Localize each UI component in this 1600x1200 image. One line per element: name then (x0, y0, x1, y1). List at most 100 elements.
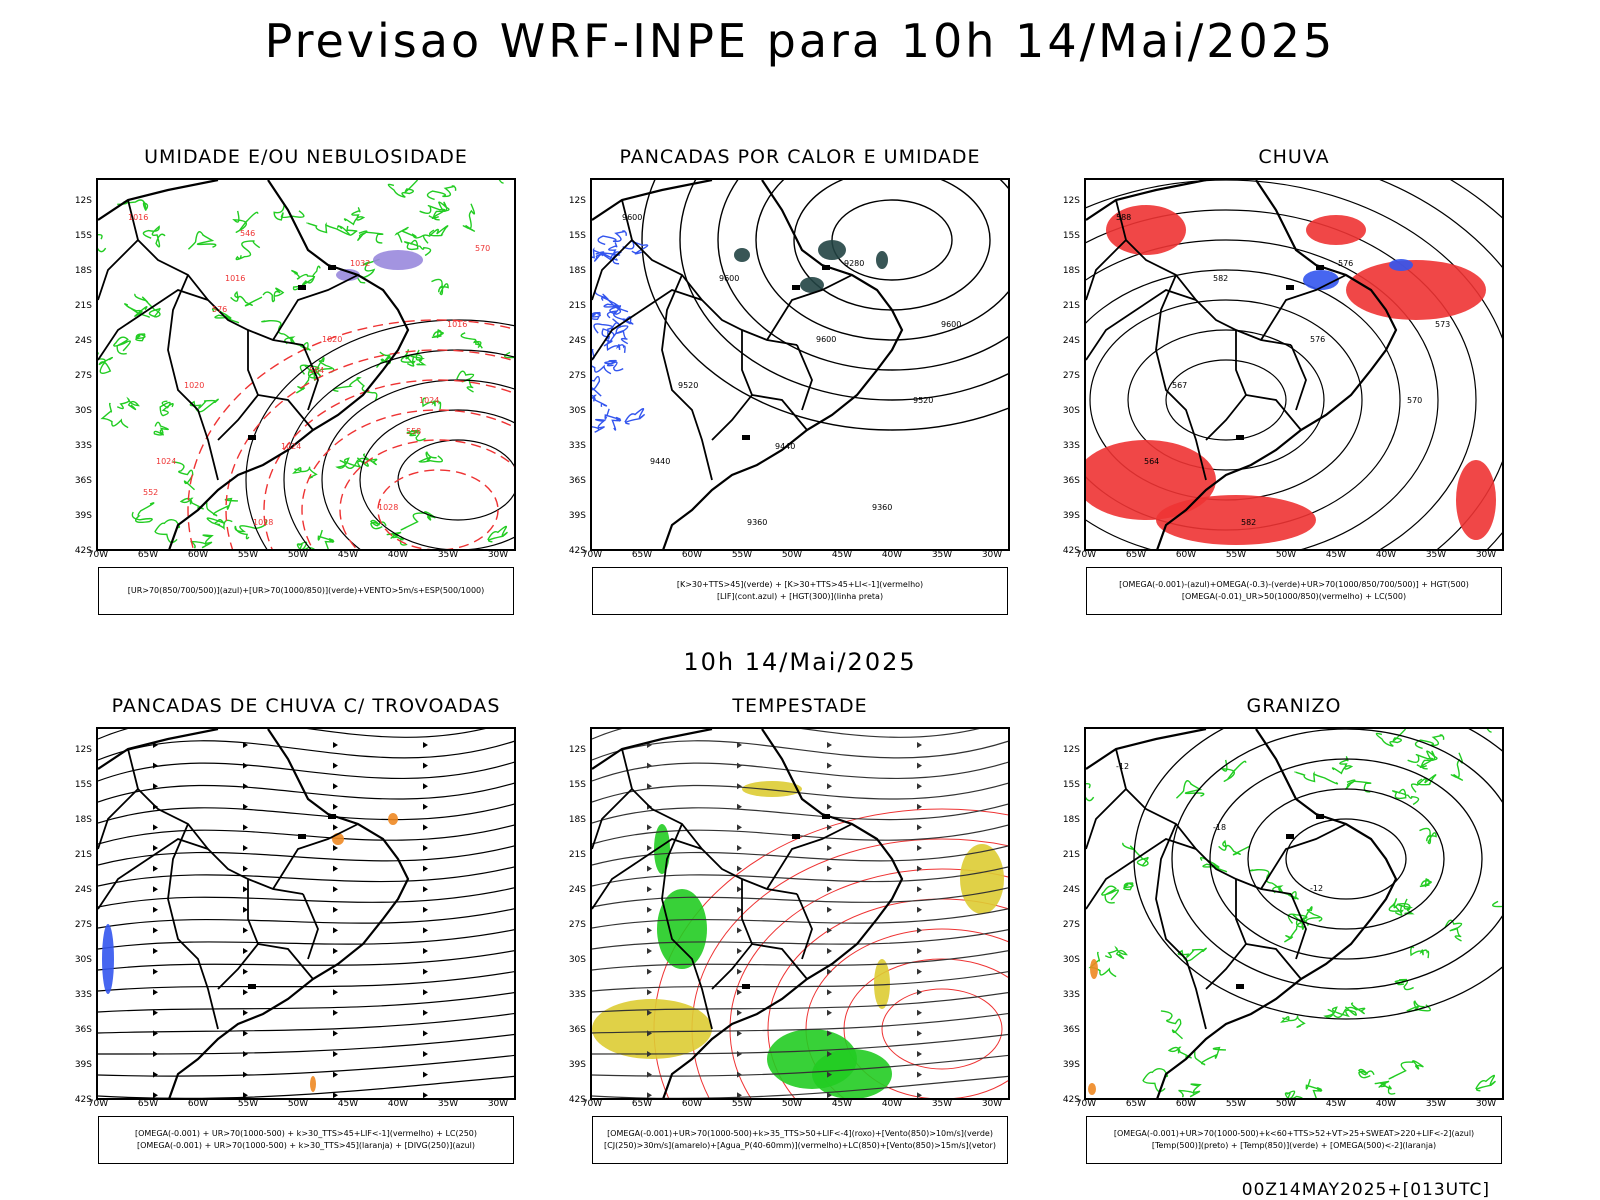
wind-arrow (647, 824, 652, 831)
wind-arrow (647, 1071, 652, 1078)
streamline (98, 824, 514, 845)
temp850-contour (1284, 1090, 1303, 1098)
lat-tick-label: 39S (74, 511, 92, 521)
lat-tick-label: 36S (1062, 1025, 1080, 1035)
wind-arrow (423, 1051, 428, 1057)
country-border (127, 748, 304, 895)
country-border (98, 788, 139, 850)
country-border (217, 394, 259, 441)
lon-tick-label: 55W (237, 550, 259, 560)
lon-tick-label: 45W (831, 550, 853, 560)
longitude-axis: 70W 65W 60W 55W 50W 45W 40W 35W 30W (1076, 1099, 1504, 1113)
wind-arrow (243, 845, 248, 851)
wind-arrow (333, 865, 338, 872)
run-footer: 00Z14MAY2025+[013UTC] (1241, 1180, 1490, 1200)
country-border (1086, 788, 1127, 850)
humidity-contour (232, 210, 259, 233)
wind-arrow (917, 803, 922, 810)
wind-arrow (423, 742, 428, 748)
country-border (1086, 239, 1127, 301)
lon-tick-label: 45W (1325, 1099, 1347, 1109)
strong-omega (1303, 259, 1413, 290)
contour-label: 1024 (156, 457, 176, 466)
isoline (755, 180, 1008, 341)
contour-label: 558 (406, 427, 421, 436)
lat-tick-label: 12S (568, 196, 586, 206)
wind-arrow (153, 762, 158, 769)
contour-label: 9600 (622, 213, 642, 222)
lon-tick-label: 35W (931, 1099, 953, 1109)
isoline (283, 349, 514, 549)
wind850-area (812, 1049, 892, 1098)
wind-arrow (423, 783, 428, 790)
lat-tick-label: 21S (74, 301, 92, 311)
rain (1086, 205, 1496, 545)
lon-tick-label: 70W (87, 550, 109, 560)
humidity-contour (332, 377, 378, 402)
lon-tick-label: 65W (137, 1099, 159, 1109)
contour-label: 564 (1144, 457, 1159, 466)
wind-arrow (153, 1071, 158, 1078)
island (822, 265, 830, 270)
lat-tick-label: 15S (1062, 231, 1080, 241)
island (298, 834, 306, 839)
humidity-contour (235, 240, 261, 261)
wind-arrow (333, 845, 338, 851)
wind-arrow (423, 865, 428, 872)
map-svg (592, 729, 1008, 1098)
lon-tick-label: 60W (187, 1099, 209, 1109)
wind-arrow (333, 886, 338, 893)
lon-tick-label: 40W (387, 550, 409, 560)
lon-tick-label: 40W (881, 550, 903, 560)
country-border (1086, 838, 1197, 910)
wind-arrow (423, 824, 428, 831)
lon-tick-label: 30W (487, 1099, 509, 1109)
streamline (98, 845, 514, 866)
island (1316, 814, 1324, 819)
wind-arrow (917, 989, 922, 996)
isoline (1086, 209, 1477, 549)
map-base (1086, 180, 1398, 549)
humidity-contour (487, 525, 508, 543)
contour-labels: 9600 9600 9600 9520 9440 9360 9280 9600 9520 9440… (622, 213, 961, 527)
lon-tick-label: 45W (337, 550, 359, 560)
humidity-contour (211, 307, 240, 324)
wind-arrow (423, 803, 428, 810)
country-border (796, 893, 813, 960)
wind-arrow (737, 1092, 742, 1098)
contour-label: 567 (1172, 381, 1187, 390)
wind-arrow (243, 968, 248, 975)
isoline (1127, 329, 1325, 471)
humidity-contour (190, 534, 214, 549)
temp850-contour (1392, 788, 1420, 806)
contour-label: 570 (475, 244, 490, 253)
lif-contour (606, 341, 626, 353)
country-border (272, 823, 359, 890)
wind-arrow (737, 989, 742, 996)
temp850-contour (1302, 906, 1323, 926)
streamline (98, 1054, 514, 1077)
wind-arrow (827, 968, 832, 975)
wind-arrow (153, 1009, 158, 1016)
lon-tick-label: 65W (631, 1099, 653, 1109)
wind-arrow (333, 927, 338, 934)
streamline (98, 782, 514, 803)
lat-tick-label: 39S (1062, 511, 1080, 521)
humidity-contour (422, 397, 442, 410)
wind-arrow (737, 906, 742, 913)
contour-label: 9600 (816, 335, 836, 344)
wind-arrow (423, 1092, 428, 1098)
lat-tick-label: 39S (1062, 1060, 1080, 1070)
temp850-contour (1086, 781, 1095, 802)
latitude-axis: 12S 15S 18S 21S 24S 27S 30S 33S 36S 39S 42S (1052, 727, 1080, 1105)
country-border (272, 274, 359, 341)
wind-arrow (737, 1030, 742, 1037)
wind-arrow (737, 1071, 742, 1078)
legend-line: [LIF](cont.azul) + [HGT(300)](linha pret… (716, 592, 884, 601)
humidity-contour (356, 258, 380, 284)
isoline (359, 409, 514, 549)
temp850-contour (1220, 759, 1247, 782)
lat-tick-label: 24S (568, 885, 586, 895)
latitude-axis: 12S 15S 18S 21S 24S 27S 30S 33S 36S 39S 42S (64, 178, 92, 556)
lat-tick-label: 21S (1062, 850, 1080, 860)
